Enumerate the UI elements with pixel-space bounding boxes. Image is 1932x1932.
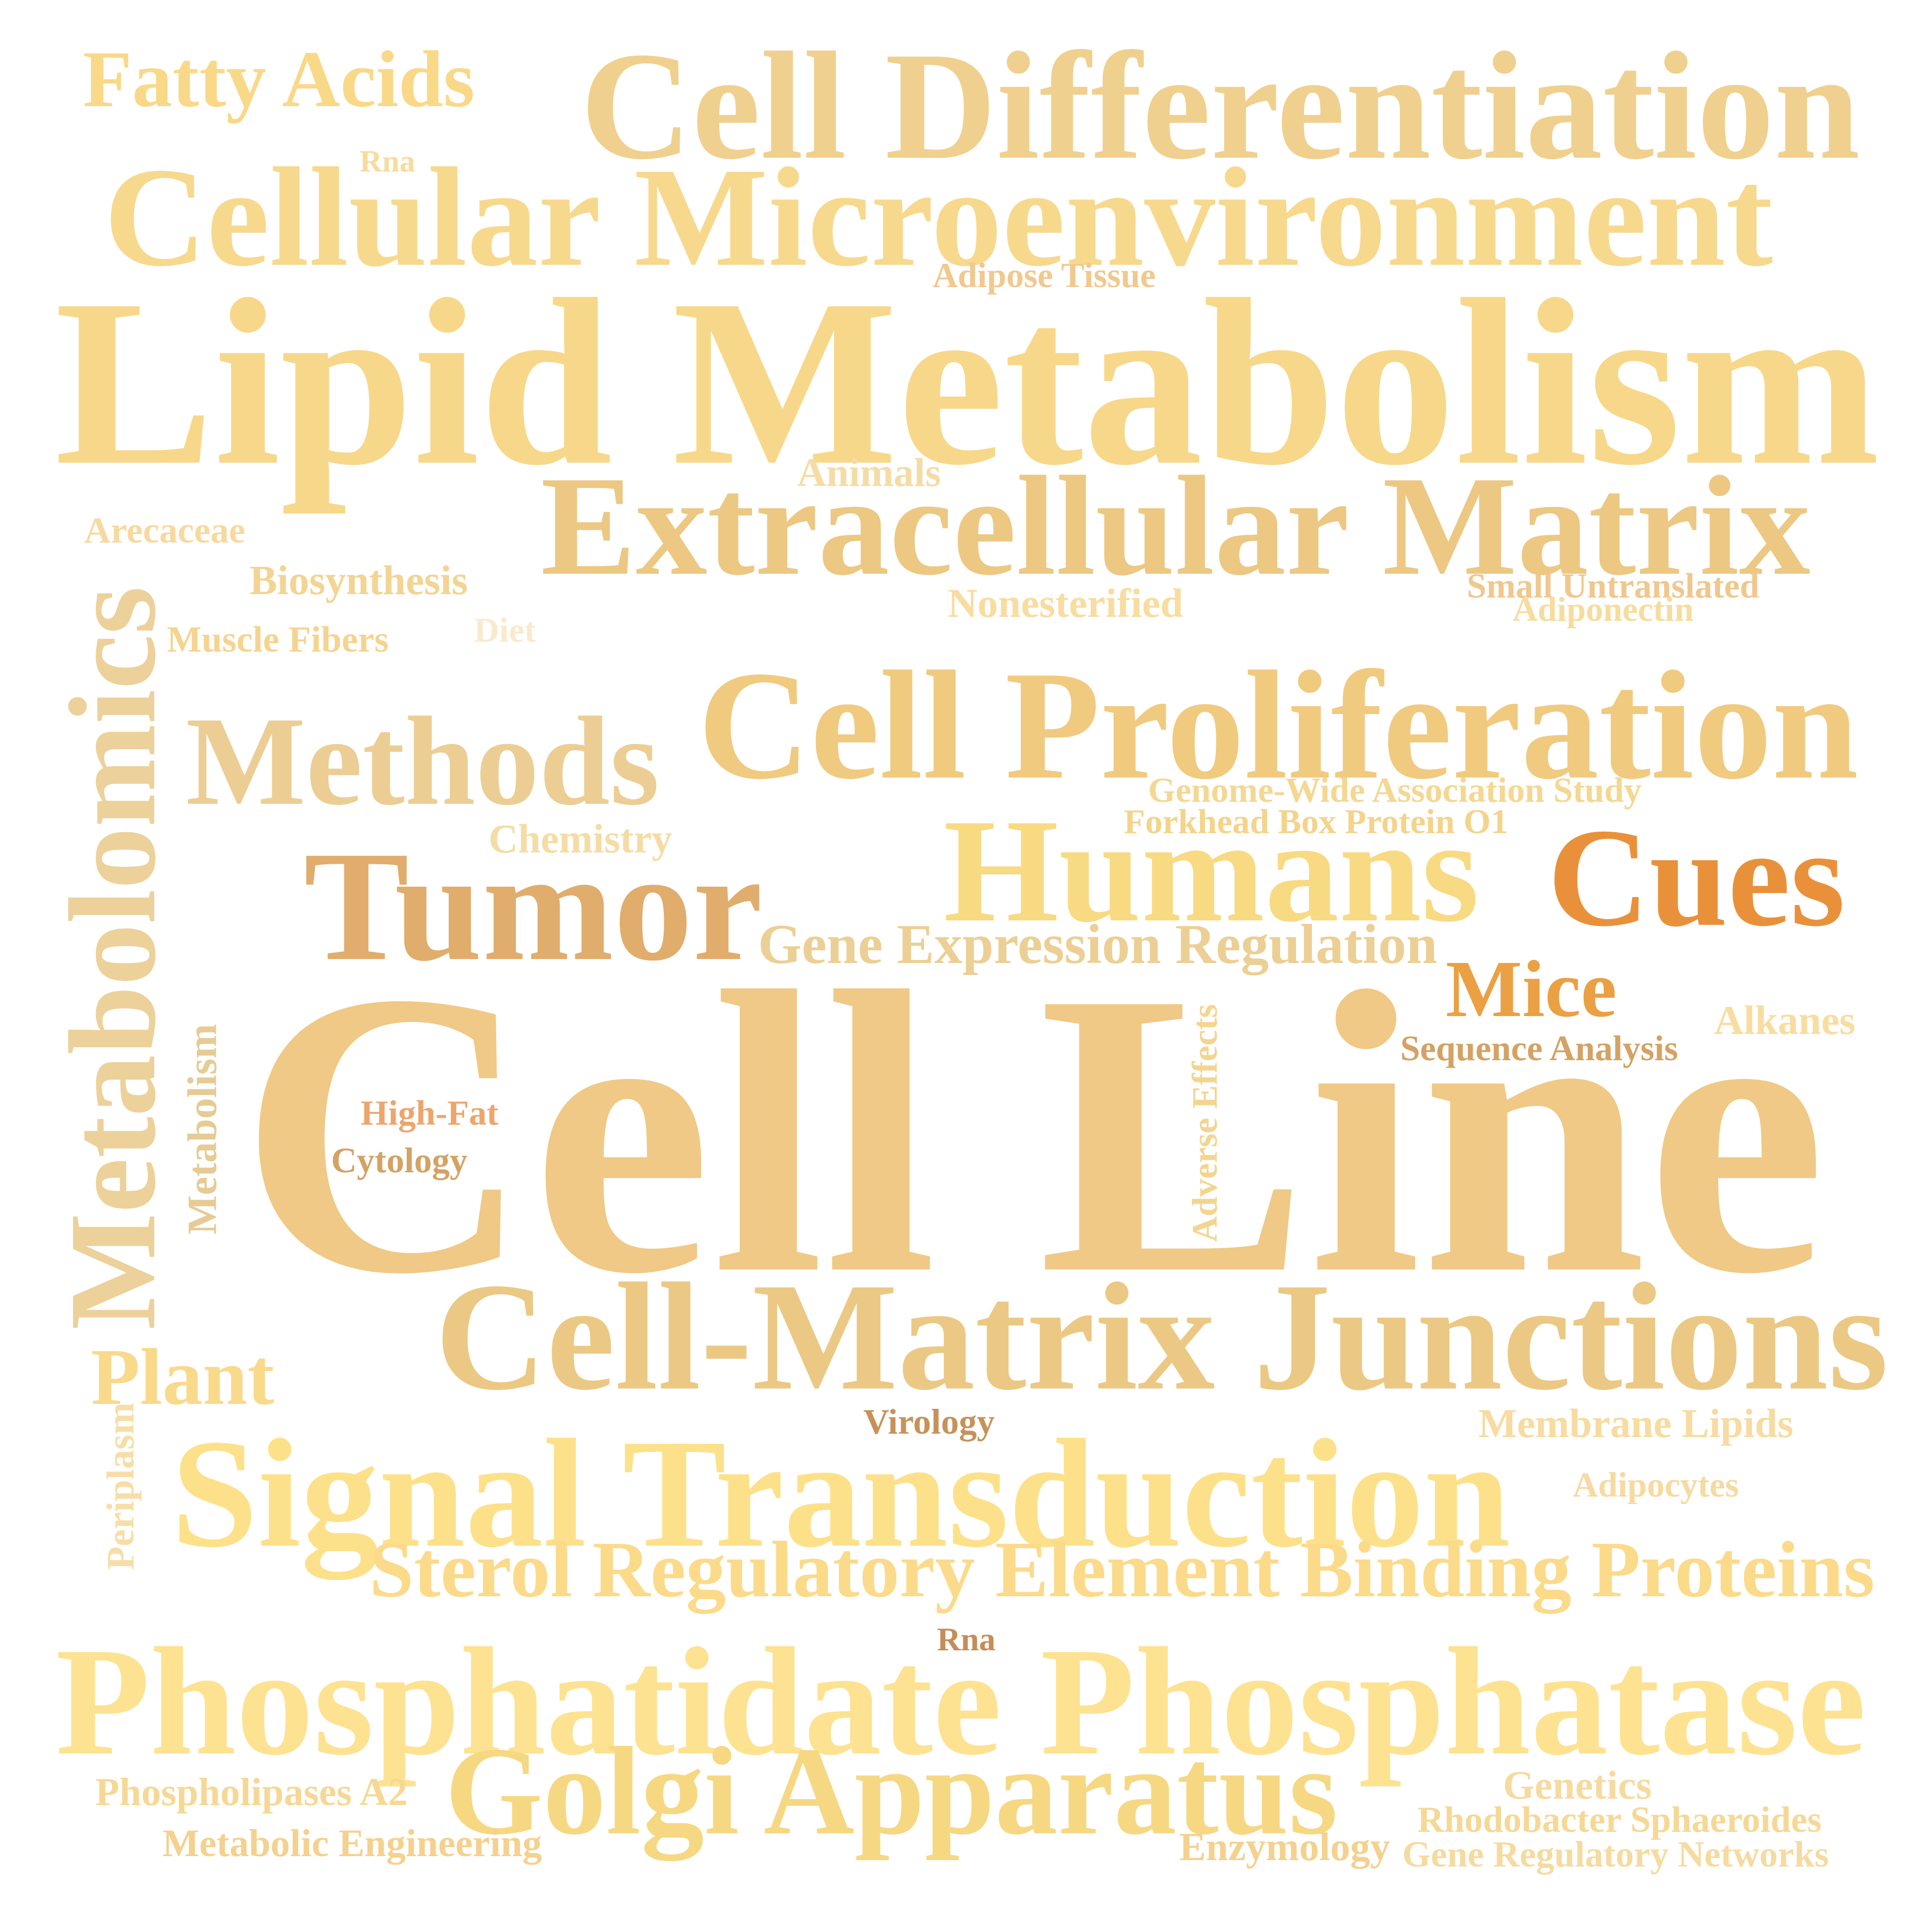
word-sterol-regulatory-element-binding-proteins: Sterol Regulatory Element Binding Protei…: [369, 1525, 1875, 1614]
word-nonesterified: Nonesterified: [947, 580, 1184, 626]
word-extracellular-matrix: Extracellular Matrix: [541, 447, 1810, 605]
word-cell-matrix-junctions: Cell-Matrix Junctions: [435, 1252, 1888, 1423]
word-adipose-tissue: Adipose Tissue: [933, 256, 1156, 295]
word-adverse-effects: Adverse Effects: [1185, 1004, 1225, 1242]
word-cues: Cues: [1548, 799, 1845, 956]
word-enzymology: Enzymology: [1179, 1824, 1390, 1869]
word-phospholipases-a2: Phospholipases A2: [95, 1770, 408, 1814]
word-cell-line: Cell Line: [239, 908, 1826, 1358]
word-cell-differentiation: Cell Differentiation: [580, 21, 1860, 192]
word-humans: Humans: [943, 788, 1479, 953]
word-animals: Animals: [797, 450, 941, 495]
word-rna-bottom: Rna: [937, 1621, 996, 1658]
word-methods: Methods: [186, 690, 660, 832]
word-forkhead-box-protein-o1: Forkhead Box Protein O1: [1123, 802, 1508, 841]
word-plant: Plant: [91, 1332, 274, 1422]
word-signal-transduction: Signal Transduction: [171, 1407, 1510, 1580]
word-genetics: Genetics: [1503, 1762, 1652, 1808]
word-muscle-fibers: Muscle Fibers: [167, 619, 389, 660]
word-adiponectin: Adiponectin: [1512, 591, 1694, 629]
word-metabolic-engineering: Metabolic Engineering: [162, 1821, 542, 1865]
word-rhodobacter-sphaeroides: Rhodobacter Sphaeroides: [1417, 1799, 1822, 1840]
word-cell-proliferation: Cell Proliferation: [698, 638, 1859, 811]
word-sequence-analysis: Sequence Analysis: [1400, 1028, 1678, 1069]
word-mice: Mice: [1445, 944, 1617, 1034]
word-small-untranslated: Small Untranslated: [1467, 567, 1759, 606]
word-metabolism: Metabolism: [179, 1024, 225, 1235]
word-arecaceae: Arecaceae: [84, 510, 246, 551]
word-genome-wide-association-study: Genome-Wide Association Study: [1148, 771, 1642, 810]
word-metabolomics[interactable]: Metabolomics: [44, 586, 182, 1330]
word-gene-regulatory-networks: Gene Regulatory Networks: [1402, 1834, 1829, 1875]
word-periplasm: Periplasm: [98, 1402, 142, 1570]
word-membrane-lipids: Membrane Lipids: [1478, 1400, 1794, 1446]
word-adipocytes: Adipocytes: [1572, 1465, 1739, 1505]
word-biosynthesis: Biosynthesis: [249, 558, 468, 604]
word-golgi-apparatus: Golgi Apparatus: [445, 1721, 1338, 1861]
word-virology: Virology: [863, 1401, 995, 1442]
word-cellular-microenvironment: Cellular Microenvironment: [104, 138, 1773, 296]
word-fatty-acids: Fatty Acids: [83, 34, 475, 124]
word-rna-top: Rna: [360, 143, 415, 179]
word-cytology: Cytology: [331, 1141, 468, 1181]
word-chemistry: Chemistry: [489, 816, 672, 861]
word-phosphatidate-phosphatase: Phosphatidate Phosphatase: [56, 1616, 1866, 1787]
word-tumor: Tumor: [304, 818, 763, 993]
word-alkanes: Alkanes: [1714, 997, 1856, 1043]
word-gene-expression-regulation: Gene Expression Regulation: [758, 913, 1437, 976]
word-lipid-metabolism: Lipid Metabolism: [55, 250, 1880, 515]
word-high-fat: High-Fat: [361, 1093, 499, 1133]
word-diet: Diet: [474, 610, 536, 650]
